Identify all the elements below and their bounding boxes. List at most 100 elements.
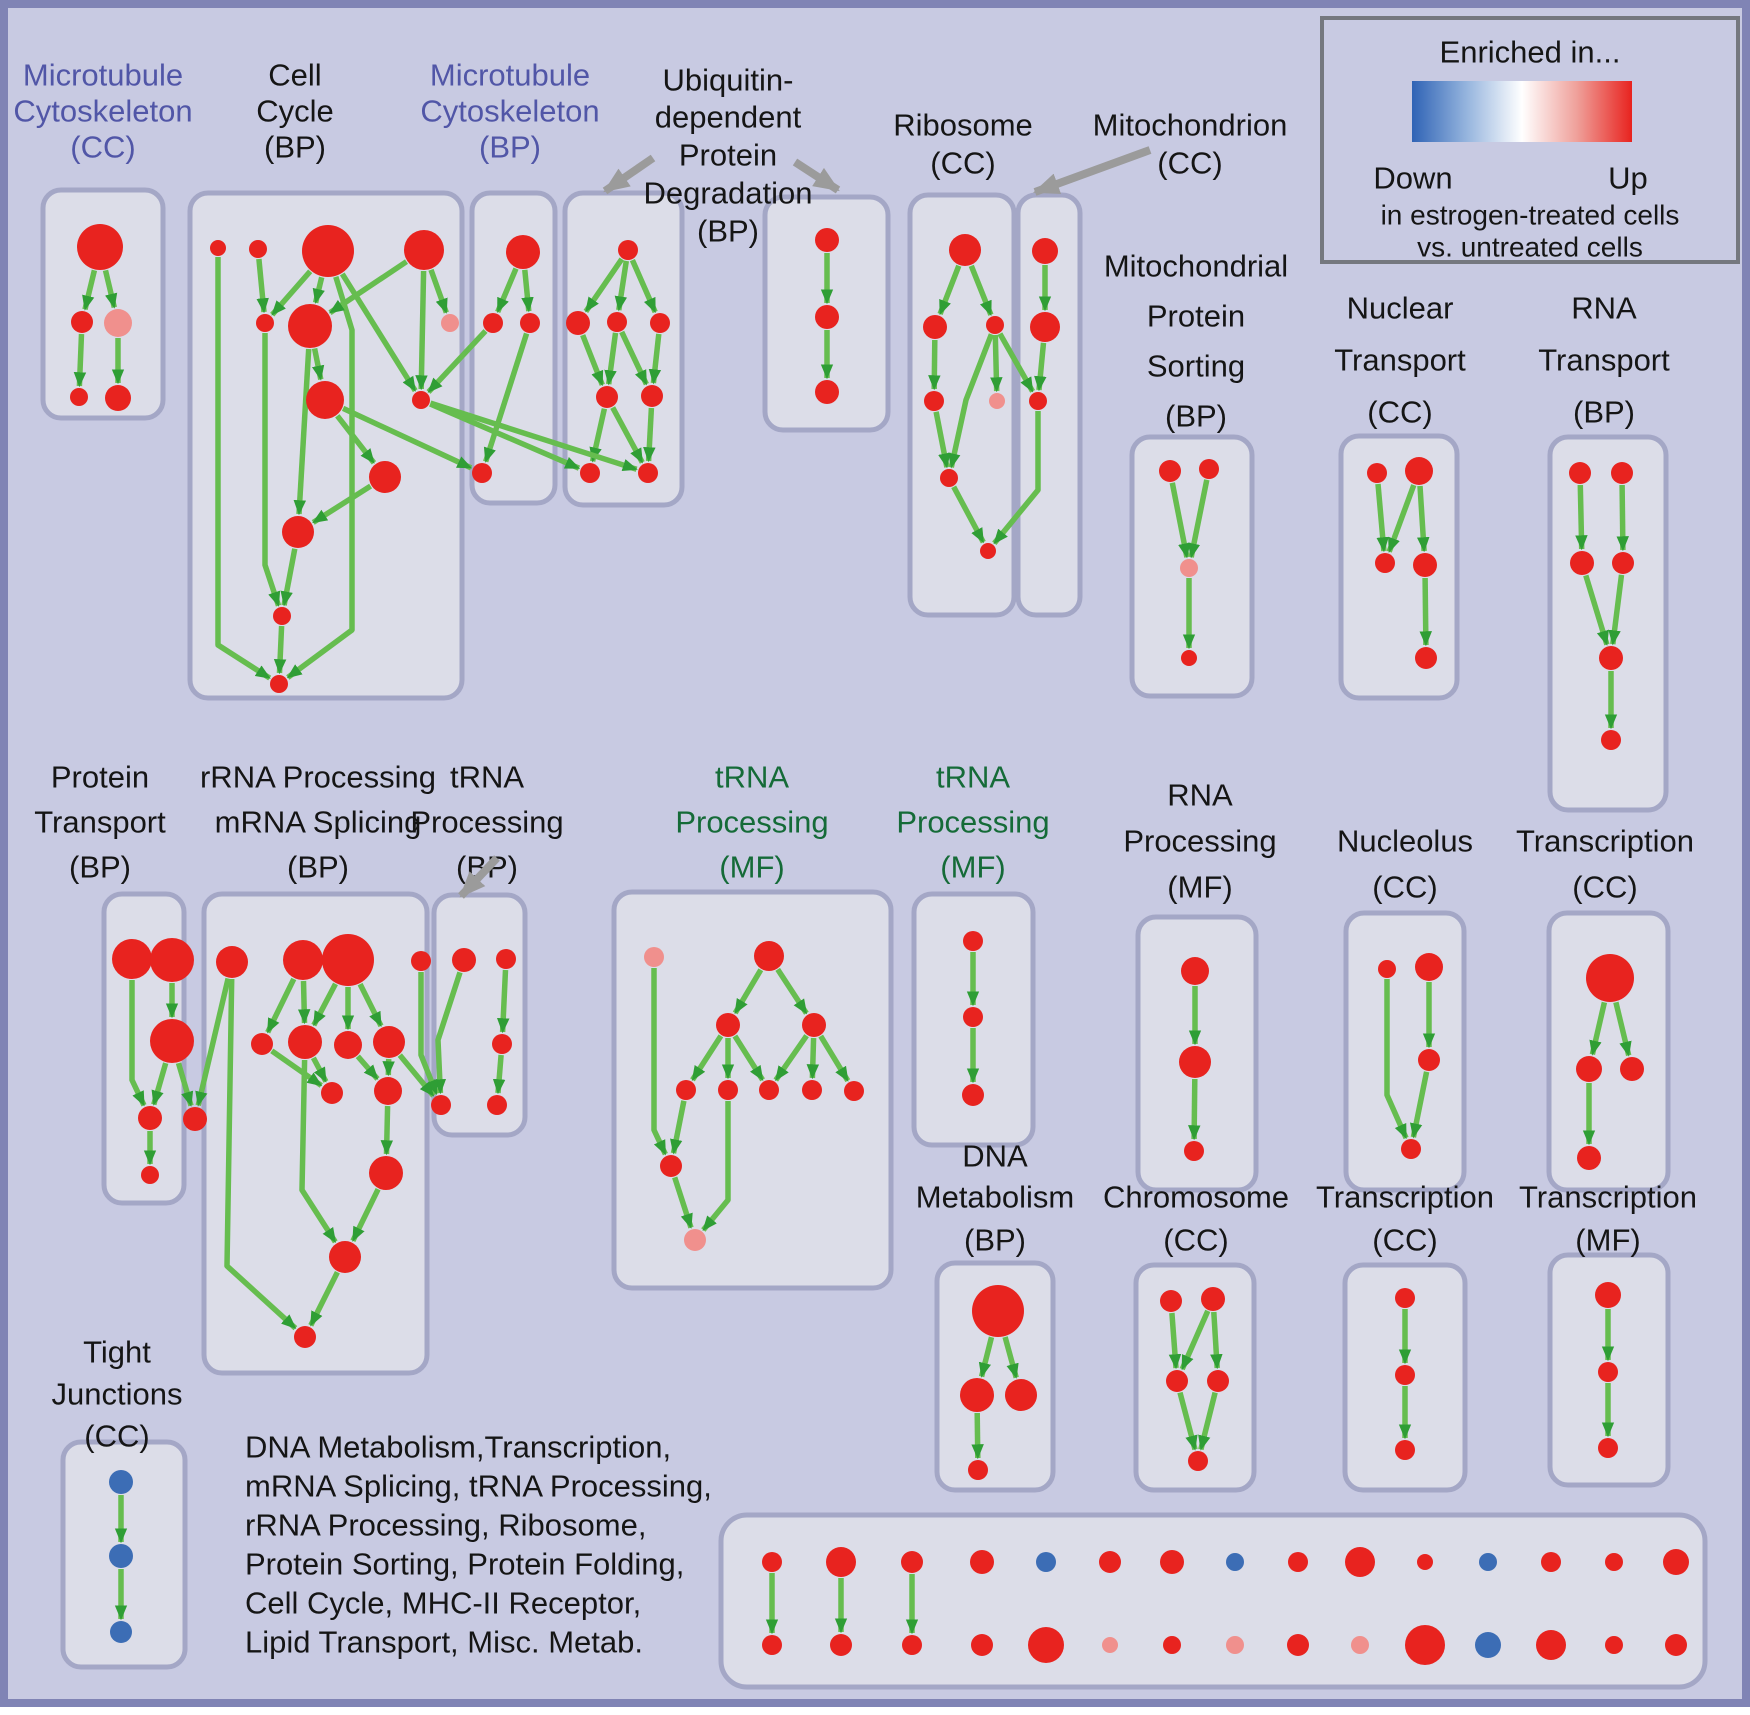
edge xyxy=(610,406,645,464)
edge xyxy=(1179,1309,1211,1371)
go-term-node-ub1-b xyxy=(566,311,590,335)
go-term-node-misc-top-15 xyxy=(1663,1549,1689,1575)
go-term-node-mito-b xyxy=(1030,312,1060,342)
go-term-node-rna-transport-mr xyxy=(1612,552,1634,574)
go-term-node-trna-mf-small-b xyxy=(963,1007,983,1027)
edge xyxy=(773,1034,809,1082)
annotation-text-line: Lipid Transport, Misc. Metab. xyxy=(245,1625,643,1660)
edge xyxy=(1575,484,1588,551)
edge xyxy=(1210,1311,1223,1370)
go-term-node-misc-top-2 xyxy=(826,1547,856,1577)
cluster-box-chromosome xyxy=(1133,1262,1257,1493)
go-term-node-misc-bottom-11 xyxy=(1405,1625,1445,1665)
go-term-node-misc-top-9 xyxy=(1288,1552,1308,1572)
cluster-label-nuc-transport: Transport xyxy=(1334,343,1466,378)
go-term-node-misc-top-3 xyxy=(901,1551,923,1573)
cluster-label-mito-sort: Mitochondrial xyxy=(1104,249,1288,284)
go-term-node-misc-bottom-8 xyxy=(1226,1636,1244,1654)
edge xyxy=(293,348,312,516)
edge xyxy=(1384,979,1409,1140)
edge xyxy=(933,411,951,469)
go-term-node-misc-top-5 xyxy=(1036,1552,1056,1572)
go-term-node-rna-proc-mf-a xyxy=(1181,957,1209,985)
go-term-node-mt-cc-A xyxy=(77,224,123,270)
edge xyxy=(1177,1391,1198,1451)
cluster-label-ub1: Protein xyxy=(679,138,777,173)
go-term-node-dna-metab-bot xyxy=(968,1460,988,1480)
go-term-node-misc-bottom-7 xyxy=(1163,1636,1181,1654)
go-term-node-ub1-a xyxy=(618,240,638,260)
go-term-node-mt-bp-b xyxy=(483,313,503,333)
go-term-node-ribosome-a xyxy=(949,234,981,266)
go-term-node-mito-sort-d xyxy=(1181,650,1197,666)
legend-subtitle-line2: vs. untreated cells xyxy=(1417,232,1643,263)
cluster-label-mito-sort: Sorting xyxy=(1147,349,1245,384)
edge xyxy=(1034,342,1047,392)
edge xyxy=(990,334,1003,393)
cluster-label-rna-transport: Transport xyxy=(1538,343,1670,378)
go-term-node-trna-mf-big-g xyxy=(759,1080,779,1100)
go-term-node-rna-transport-bot xyxy=(1601,730,1621,750)
edge xyxy=(937,264,962,316)
edge xyxy=(775,967,809,1015)
go-term-node-trna-bp-o xyxy=(492,1034,512,1054)
go-term-node-ribosome-b xyxy=(923,315,947,339)
go-term-node-cc-F xyxy=(288,304,332,348)
go-term-node-ub1-h xyxy=(638,463,658,483)
go-term-node-prot-transport-e xyxy=(183,1107,207,1131)
cluster-label-dna-metab: DNA xyxy=(962,1139,1028,1174)
edge xyxy=(82,269,98,311)
go-term-node-trna-mf-big-k xyxy=(684,1229,706,1251)
edge xyxy=(492,1054,506,1095)
edge xyxy=(429,401,581,471)
go-term-node-cc-J xyxy=(369,461,401,493)
go-term-node-misc-top-4 xyxy=(970,1550,994,1574)
go-term-node-misc-bottom-6 xyxy=(1102,1637,1118,1653)
go-term-node-prot-transport-a xyxy=(112,939,152,979)
go-term-node-trna-bp-m xyxy=(452,948,476,972)
cluster-label-transcr-cc-3: Transcription xyxy=(1316,1180,1494,1215)
edge xyxy=(1198,1391,1218,1451)
go-term-node-mt-bp-c xyxy=(520,313,540,333)
go-term-node-misc-bottom-15 xyxy=(1665,1634,1687,1656)
edge xyxy=(350,1187,381,1243)
legend-subtitle-line1: in estrogen-treated cells xyxy=(1381,200,1680,231)
go-term-node-trna-mf-big-a xyxy=(644,947,664,967)
edge xyxy=(589,408,608,463)
annotation-text-line: rRNA Processing, Ribosome, xyxy=(245,1508,646,1543)
edge xyxy=(968,264,994,316)
go-term-node-ub1-g xyxy=(580,463,600,483)
cluster-label-nuc-transport: Nuclear xyxy=(1347,291,1454,326)
edge xyxy=(1188,1078,1201,1141)
edge xyxy=(311,347,325,381)
cluster-box-mito xyxy=(1015,192,1083,618)
edge xyxy=(357,982,384,1028)
cluster-label-trna-mf-big: tRNA xyxy=(715,760,789,795)
go-term-node-misc-bottom-3 xyxy=(902,1635,922,1655)
edge xyxy=(175,1062,194,1107)
go-term-node-nuc-transport-tl xyxy=(1367,463,1387,483)
cluster-label-mt-cc: (CC) xyxy=(70,130,135,165)
edge xyxy=(1375,483,1389,553)
cluster-label-chromosome: Chromosome xyxy=(1103,1180,1289,1215)
go-term-node-mito-c xyxy=(1029,392,1047,410)
edge xyxy=(310,1056,329,1083)
label-pointer-arrow-icon xyxy=(1032,146,1152,196)
go-term-node-rrna-b xyxy=(283,940,323,980)
cluster-label-mito-sort: Protein xyxy=(1147,299,1245,334)
edge xyxy=(1169,482,1191,559)
edge xyxy=(418,972,440,1096)
go-term-node-cc-B xyxy=(249,240,267,258)
go-term-node-misc-bottom-13 xyxy=(1536,1630,1566,1660)
go-term-node-ub2-a xyxy=(815,228,839,252)
cluster-label-rrna: (BP) xyxy=(287,850,349,885)
edge xyxy=(215,257,272,681)
cluster-label-prot-transport: Transport xyxy=(34,805,166,840)
go-term-node-rrna-d xyxy=(411,951,431,971)
go-term-node-prot-transport-c xyxy=(150,1019,194,1063)
go-term-node-rrna-mid xyxy=(329,1241,361,1273)
cluster-box-nucleolus xyxy=(1343,910,1467,1193)
edge xyxy=(1608,574,1625,646)
